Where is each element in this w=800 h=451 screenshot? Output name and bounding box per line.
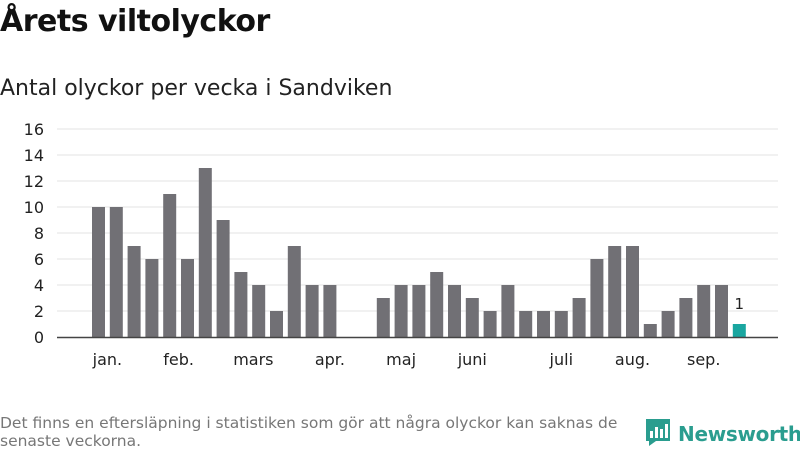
brand-name: Newsworthy bbox=[678, 422, 800, 446]
bar-week-5 bbox=[163, 194, 177, 337]
y-tick-label: 16 bbox=[24, 120, 44, 139]
bar-week-25 bbox=[519, 311, 533, 337]
bar-week-9 bbox=[234, 272, 248, 337]
bar-week-2 bbox=[109, 207, 123, 337]
y-tick-label: 4 bbox=[34, 276, 44, 295]
x-tick-label: aug. bbox=[615, 350, 650, 369]
x-tick-label: juni bbox=[457, 350, 487, 369]
bar-week-19 bbox=[412, 285, 426, 337]
bar-week-10 bbox=[252, 285, 266, 337]
bar-week-6 bbox=[181, 259, 194, 337]
bar-week-7 bbox=[198, 168, 212, 337]
bar-week-24 bbox=[501, 285, 515, 337]
bar-week-18 bbox=[394, 285, 408, 337]
y-tick-label: 8 bbox=[34, 224, 44, 243]
data-label: 1 bbox=[735, 295, 745, 313]
bar-week-8 bbox=[216, 220, 230, 337]
x-tick-label: sep. bbox=[687, 350, 720, 369]
newsworthy-logo[interactable]: Newsworthy bbox=[644, 419, 800, 449]
bars bbox=[92, 168, 746, 337]
bar-week-21 bbox=[448, 285, 461, 337]
bar-week-36 bbox=[715, 285, 728, 337]
bar-week-28 bbox=[572, 298, 586, 337]
bar-week-1 bbox=[92, 207, 105, 337]
x-tick-label: maj bbox=[386, 350, 416, 369]
y-tick-label: 0 bbox=[34, 328, 44, 347]
bar-week-17 bbox=[376, 298, 390, 337]
bar-week-33 bbox=[661, 311, 675, 337]
bar-chart-speech-bubble-icon bbox=[644, 417, 672, 451]
bar-chart: 0 2 4 6 8 10 12 14 16 jan. feb. mars apr. maj juni jul… bbox=[24, 120, 778, 369]
bar-week-26 bbox=[537, 311, 550, 337]
chart-title: Årets viltolyckor bbox=[0, 4, 270, 39]
x-tick-label: jan. bbox=[92, 350, 122, 369]
bar-week-4 bbox=[145, 259, 159, 337]
bar-week-20 bbox=[430, 272, 444, 337]
bar-week-11 bbox=[270, 311, 283, 337]
y-tick-label: 14 bbox=[24, 146, 44, 165]
grid-lines bbox=[57, 128, 778, 312]
y-tick-label: 6 bbox=[34, 250, 44, 269]
x-axis-month-labels: jan. feb. mars apr. maj juni juli aug. sep. bbox=[92, 350, 721, 369]
bar-week-31 bbox=[626, 246, 639, 337]
bar-week-12 bbox=[287, 246, 301, 337]
footnote: Det finns en eftersläpning i statistiken… bbox=[0, 414, 618, 450]
y-tick-label: 10 bbox=[24, 198, 44, 217]
bar-week-29 bbox=[590, 259, 604, 337]
bar-week-35 bbox=[697, 285, 711, 337]
bar-week-27 bbox=[554, 311, 568, 337]
bar-week-34 bbox=[679, 298, 693, 337]
bar-week-13 bbox=[305, 285, 319, 337]
bar-week-30 bbox=[608, 246, 622, 337]
bar-week-14 bbox=[323, 285, 337, 337]
x-tick-label: feb. bbox=[163, 350, 194, 369]
bar-week-23 bbox=[483, 311, 497, 337]
chart-subtitle: Antal olyckor per vecka i Sandviken bbox=[0, 76, 393, 101]
bar-week-22 bbox=[465, 298, 479, 337]
data-labels: 1 bbox=[735, 295, 745, 313]
x-tick-label: apr. bbox=[315, 350, 345, 369]
x-tick-label: juli bbox=[549, 350, 573, 369]
y-tick-label: 2 bbox=[34, 302, 44, 321]
bar-week-3 bbox=[127, 246, 141, 337]
y-axis-ticks: 0 2 4 6 8 10 12 14 16 bbox=[24, 120, 44, 347]
y-tick-label: 12 bbox=[24, 172, 44, 191]
x-tick-label: mars bbox=[233, 350, 273, 369]
bar-week-37 bbox=[732, 324, 746, 337]
bar-week-32 bbox=[643, 324, 657, 337]
